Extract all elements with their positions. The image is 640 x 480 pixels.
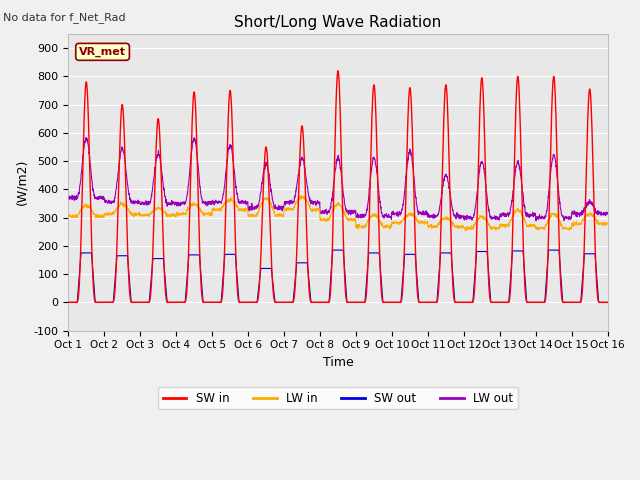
Text: No data for f_Net_Rad: No data for f_Net_Rad <box>3 12 126 23</box>
Title: Short/Long Wave Radiation: Short/Long Wave Radiation <box>234 15 442 30</box>
X-axis label: Time: Time <box>323 356 353 369</box>
Y-axis label: (W/m2): (W/m2) <box>15 159 28 205</box>
Legend: SW in, LW in, SW out, LW out: SW in, LW in, SW out, LW out <box>158 387 518 409</box>
Text: VR_met: VR_met <box>79 47 126 57</box>
